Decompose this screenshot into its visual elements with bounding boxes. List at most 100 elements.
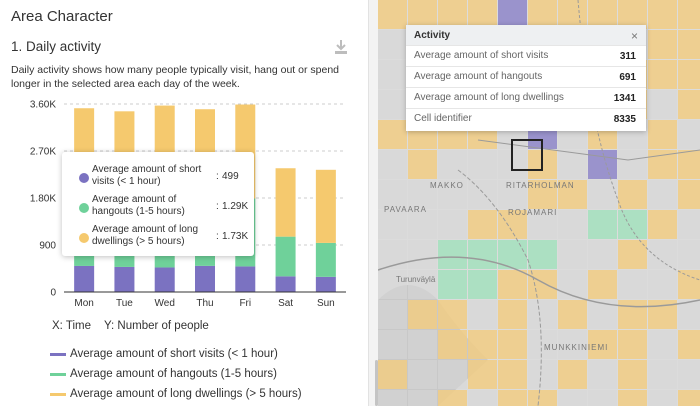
map-cell[interactable]	[558, 210, 587, 239]
map-cell[interactable]	[648, 360, 677, 389]
bar-long-sun[interactable]	[315, 169, 336, 243]
map-cell[interactable]	[618, 360, 647, 389]
map-cell[interactable]	[678, 210, 700, 239]
map-cell[interactable]	[648, 270, 677, 299]
panel-scrollbar[interactable]	[375, 360, 378, 406]
map-cell[interactable]	[648, 120, 677, 149]
map-cell[interactable]	[438, 180, 467, 209]
map-cell[interactable]	[678, 0, 700, 29]
map-cell[interactable]	[498, 390, 527, 406]
map-cell[interactable]	[468, 360, 497, 389]
map-cell[interactable]	[588, 0, 617, 29]
map-cell[interactable]	[618, 330, 647, 359]
map-cell[interactable]	[558, 360, 587, 389]
map-cell[interactable]	[588, 150, 617, 179]
bar-long-sat[interactable]	[275, 168, 296, 237]
map-cell[interactable]	[618, 150, 647, 179]
map-cell[interactable]	[678, 270, 700, 299]
map-cell[interactable]	[588, 270, 617, 299]
bar-short-wed[interactable]	[154, 267, 175, 292]
map-cell[interactable]	[438, 150, 467, 179]
map-cell[interactable]	[648, 330, 677, 359]
map-cell[interactable]	[648, 0, 677, 29]
map-cell[interactable]	[378, 60, 407, 89]
map-cell[interactable]	[558, 300, 587, 329]
map-cell[interactable]	[648, 180, 677, 209]
map-cell[interactable]	[378, 240, 407, 269]
map-cell[interactable]	[408, 270, 437, 299]
map-cell[interactable]	[438, 240, 467, 269]
map-cell[interactable]	[498, 300, 527, 329]
map-cell[interactable]	[648, 60, 677, 89]
map-cell[interactable]	[648, 210, 677, 239]
map-cell[interactable]	[498, 360, 527, 389]
bar-hangouts-sat[interactable]	[275, 236, 296, 277]
bar-short-tue[interactable]	[114, 266, 135, 292]
map-cell[interactable]	[378, 180, 407, 209]
map-cell[interactable]	[558, 0, 587, 29]
map-cell[interactable]	[648, 390, 677, 406]
map-cell[interactable]	[468, 240, 497, 269]
map-cell[interactable]	[438, 300, 467, 329]
bar-short-sun[interactable]	[315, 276, 336, 292]
map-cell[interactable]	[648, 240, 677, 269]
map-cell[interactable]	[438, 360, 467, 389]
map-cell[interactable]	[438, 270, 467, 299]
map-cell[interactable]	[438, 210, 467, 239]
map-cell[interactable]	[528, 180, 557, 209]
map-cell[interactable]	[648, 150, 677, 179]
map-cell[interactable]	[618, 390, 647, 406]
map-cell[interactable]	[438, 390, 467, 406]
panel-divider[interactable]	[368, 0, 378, 406]
map-cell[interactable]	[378, 90, 407, 119]
map-cell[interactable]	[468, 300, 497, 329]
map-cell[interactable]	[558, 240, 587, 269]
map-cell[interactable]	[408, 300, 437, 329]
map-cell[interactable]	[408, 150, 437, 179]
map-cell[interactable]	[588, 390, 617, 406]
map-cell[interactable]	[378, 330, 407, 359]
map-cell[interactable]	[558, 330, 587, 359]
map-cell[interactable]	[528, 270, 557, 299]
map-cell[interactable]	[528, 210, 557, 239]
map-cell[interactable]	[408, 390, 437, 406]
map-cell[interactable]	[648, 30, 677, 59]
map-cell[interactable]	[408, 360, 437, 389]
bar-short-thu[interactable]	[195, 265, 215, 292]
map-cell[interactable]	[408, 330, 437, 359]
map-cell[interactable]	[588, 240, 617, 269]
map-cell[interactable]	[468, 330, 497, 359]
map-cell[interactable]	[498, 270, 527, 299]
map-cell[interactable]	[528, 360, 557, 389]
map-cell[interactable]	[378, 390, 407, 406]
map-cell[interactable]	[588, 210, 617, 239]
legend-item-long[interactable]: Average amount of long dwellings (> 5 ho…	[50, 384, 302, 404]
map-cell[interactable]	[678, 150, 700, 179]
map-cell[interactable]	[438, 330, 467, 359]
map-cell[interactable]	[588, 180, 617, 209]
map-cell[interactable]	[678, 60, 700, 89]
map-cell[interactable]	[678, 180, 700, 209]
map-cell[interactable]	[498, 0, 527, 29]
map-cell[interactable]	[558, 180, 587, 209]
map-cell[interactable]	[528, 240, 557, 269]
map-cell[interactable]	[438, 0, 467, 29]
download-icon[interactable]	[332, 38, 350, 56]
map-cell[interactable]	[378, 150, 407, 179]
map-cell[interactable]	[528, 390, 557, 406]
map-cell[interactable]	[378, 300, 407, 329]
map-cell[interactable]	[678, 360, 700, 389]
map-cell[interactable]	[408, 180, 437, 209]
map-cell[interactable]	[528, 300, 557, 329]
bar-short-mon[interactable]	[74, 265, 95, 292]
map-cell[interactable]	[468, 390, 497, 406]
map-cell[interactable]	[378, 0, 407, 29]
legend-item-hangouts[interactable]: Average amount of hangouts (1-5 hours)	[50, 364, 302, 384]
map-cell[interactable]	[588, 360, 617, 389]
map-cell[interactable]	[468, 210, 497, 239]
map-cell[interactable]	[378, 270, 407, 299]
map-cell[interactable]	[618, 180, 647, 209]
bar-short-fri[interactable]	[235, 266, 256, 292]
map-cell[interactable]	[468, 150, 497, 179]
map-cell[interactable]	[498, 210, 527, 239]
